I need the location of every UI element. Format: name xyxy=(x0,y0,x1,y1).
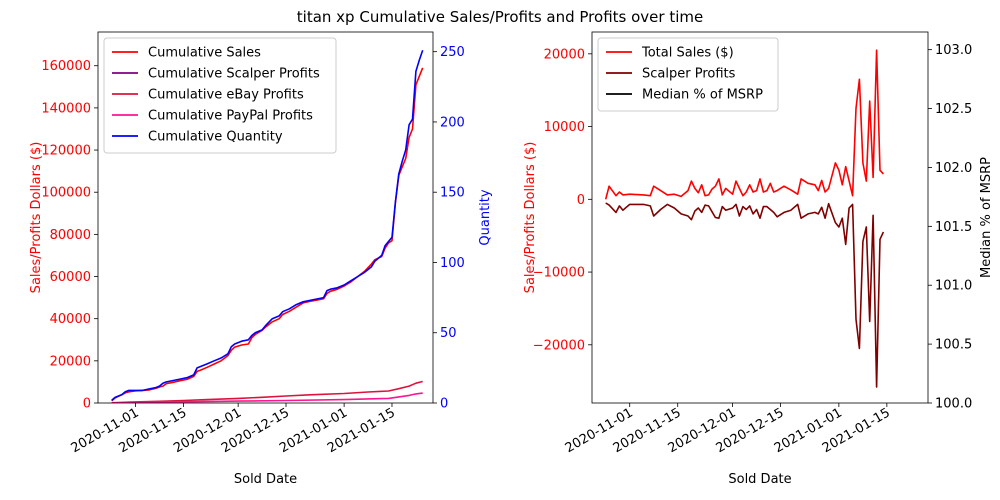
series-line-0 xyxy=(604,49,884,200)
figure-title: titan xp Cumulative Sales/Profits and Pr… xyxy=(297,8,703,26)
y-tick-label: 80000 xyxy=(50,228,91,243)
y2-axis-label: Median % of MSRP xyxy=(979,157,994,278)
y2-tick-label: 101.0 xyxy=(935,279,972,294)
legend-label: Median % of MSRP xyxy=(642,88,763,103)
legend-box xyxy=(597,37,779,112)
chart-daily: −20000 −10000 0 10000 20000 100.0 100.5 101.0 10… xyxy=(523,31,994,487)
plot-frame xyxy=(591,31,929,404)
legend-label: Total Sales ($) xyxy=(641,46,734,61)
legend-label: Scalper Profits xyxy=(642,67,736,82)
y-axis-label: Sales/Profits Dollars ($) xyxy=(523,142,538,294)
x-axis-label: Sold Date xyxy=(234,472,297,487)
legend-label: Cumulative PayPal Profits xyxy=(148,109,313,124)
y-tick-label: 160000 xyxy=(41,59,91,74)
legend-label: Cumulative Scalper Profits xyxy=(148,67,320,82)
y-tick-label: 0 xyxy=(83,397,91,412)
y2-tick-label: 101.5 xyxy=(935,220,972,235)
series-line-0 xyxy=(111,67,424,402)
legend-label: Cumulative Quantity xyxy=(148,130,283,145)
legend: Total Sales ($) Scalper Profits Median % o… xyxy=(597,37,779,112)
y-axis-label: Sales/Profits Dollars ($) xyxy=(29,142,44,294)
y-tick-label: 60000 xyxy=(50,270,91,285)
y2-tick-label: 102.5 xyxy=(935,102,972,117)
y2-tick-label: 250 xyxy=(440,45,465,60)
series-line-1 xyxy=(605,202,885,388)
plot-frame xyxy=(97,31,434,404)
y-tick-label: 10000 xyxy=(544,120,585,135)
y-tick-label: 120000 xyxy=(41,144,91,159)
y-tick-label: 140000 xyxy=(41,101,91,116)
y2-tick-label: 100 xyxy=(440,256,465,271)
y-tick-label: 100000 xyxy=(41,186,91,201)
y-tick-label: 0 xyxy=(577,193,585,208)
y2-tick-label: 50 xyxy=(440,326,457,341)
y-tick-label: −20000 xyxy=(533,338,585,353)
y-tick-label: 20000 xyxy=(544,47,585,62)
y2-tick-label: 0 xyxy=(440,397,448,412)
x-axis-label: Sold Date xyxy=(728,472,791,487)
y2-tick-label: 200 xyxy=(440,115,465,130)
y-tick-label: 40000 xyxy=(50,312,91,327)
series-group xyxy=(111,50,424,403)
series-line-4 xyxy=(111,50,424,401)
legend-label: Cumulative Sales xyxy=(148,46,261,61)
y2-tick-label: 100.5 xyxy=(935,338,972,353)
y-tick-label: −10000 xyxy=(533,266,585,281)
y2-axis-label: Quantity xyxy=(478,189,493,245)
y2-tick-label: 102.0 xyxy=(935,161,972,176)
y2-tick-label: 150 xyxy=(440,186,465,201)
series-line-3 xyxy=(111,392,423,403)
y-tick-label: 20000 xyxy=(50,354,91,369)
series-group xyxy=(604,49,885,388)
legend-label: Cumulative eBay Profits xyxy=(148,88,304,103)
legend: Cumulative Sales Cumulative Scalper Profi… xyxy=(103,37,337,154)
y2-tick-label: 103.0 xyxy=(935,43,972,58)
legend-box xyxy=(103,37,337,154)
series-line-2 xyxy=(111,380,423,403)
chart-cumulative: 0 20000 40000 60000 80000 100000 120000 140000 1… xyxy=(29,31,493,487)
y2-tick-label: 100.0 xyxy=(935,397,972,412)
